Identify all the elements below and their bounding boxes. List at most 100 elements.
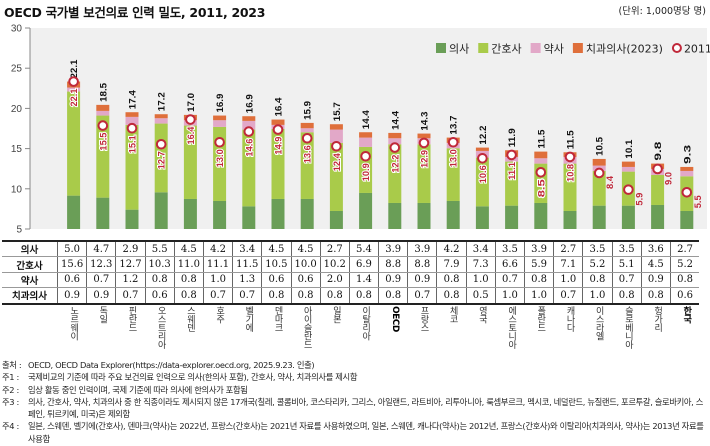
table-cell: 12.3 (86, 256, 116, 273)
table-cell: 0.7 (611, 272, 642, 289)
row-label: 약사 (2, 272, 58, 289)
total-label: 16.9 (244, 94, 255, 113)
physicians-segment (125, 209, 139, 229)
total-label: 10.5 (595, 136, 606, 156)
country-name: 슬로베니아 (622, 306, 633, 349)
physicians-segment (563, 210, 577, 229)
country-label: 스웨덴 (176, 306, 205, 332)
marker-2011 (97, 120, 109, 131)
legend-label-0: 의사 (449, 43, 469, 56)
table-cell: 5.5 (144, 240, 175, 258)
table-cell: 0.6 (669, 287, 700, 305)
table-cell: 5.1 (611, 256, 642, 273)
table-cell: 1.4 (348, 272, 379, 289)
label-2011: 13.6 (303, 145, 314, 163)
dentists-segment (388, 132, 402, 139)
marker-2011 (418, 137, 430, 149)
table-cell: 1.0 (465, 272, 496, 289)
pharmacists-segment (534, 158, 548, 164)
marker-2011 (593, 167, 605, 179)
legend-swatch (572, 43, 583, 53)
legend-label-2: 약사 (544, 42, 564, 56)
table-row: 의사 5.0 4.7 2.9 5.5 4.5 4.2 3.4 4.5 4.5 2.7 5.4 3.9 3.… (2, 240, 700, 258)
nurses-segment (563, 163, 577, 211)
nurses-segment (242, 129, 256, 207)
pharmacists-segment (154, 118, 168, 124)
nurses-segment (67, 91, 81, 196)
marker-2011 (68, 76, 79, 87)
nurses-segment (329, 142, 343, 211)
marker-2011 (331, 140, 342, 152)
label-2011: 13.0 (449, 149, 460, 167)
table-row: 간호사 15.6 12.3 12.7 10.3 11.0 11.1 11.5 10.5 10.0 1… (2, 256, 700, 273)
table-cell: 4.5 (640, 256, 671, 273)
table-cell: 0.8 (611, 287, 642, 305)
table-cell: 0.8 (348, 287, 379, 305)
y-tick-label: 15 (11, 144, 23, 155)
country-name: 스웨덴 (184, 306, 195, 332)
table-cell: 0.8 (436, 287, 467, 305)
label-2011: 12.4 (332, 153, 343, 172)
legend-swatch (436, 43, 446, 53)
table-cell: 15.6 (56, 256, 87, 273)
table-cell: 1.0 (523, 287, 554, 305)
total-label: 22.1 (69, 59, 80, 79)
label-2011: 12.9 (420, 150, 431, 168)
table-cell: 0.5 (465, 287, 496, 305)
total-label: 16.9 (215, 94, 226, 113)
table-cell: 2.7 (319, 240, 350, 258)
total-label: 17.2 (157, 92, 168, 111)
footnote-key: 주1 : (2, 372, 19, 383)
table-cell: 0.9 (407, 272, 437, 289)
total-label: 12.2 (478, 126, 489, 145)
footnote: 주1 : 국제비교의 기준에 따라 주요 보건의료 인력으로 의사(한의사 포함)… (2, 371, 710, 383)
table-cell: 11.1 (202, 256, 233, 273)
nurses-segment (592, 170, 606, 206)
table-cell: 5.0 (56, 240, 87, 258)
country-name: 에스토니아 (506, 306, 517, 349)
country-label: 한국 (672, 306, 701, 323)
footnote-key: 출처 : (2, 360, 22, 370)
table-cell: 6.6 (494, 256, 525, 273)
country-label: 일본 (322, 306, 351, 323)
legend-marker-2011 (671, 43, 682, 53)
dentists-segment (96, 104, 110, 111)
table-cell: 5.4 (348, 240, 379, 258)
table-cell: 0.6 (56, 272, 87, 289)
table-cell: 0.8 (319, 287, 350, 305)
dentists-segment (475, 147, 489, 151)
nurses-segment (183, 125, 197, 199)
row-label: 치과의사 (2, 287, 58, 305)
table-cell: 1.0 (494, 287, 525, 305)
country-name: 독일 (97, 306, 108, 323)
footnote: 주2 : 임상 활동 중인 인력이며, 국제 기준에 따라 의사에 한의사가 포함… (2, 384, 710, 396)
label-2011: 15.1 (128, 135, 139, 154)
nurses-segment (505, 161, 519, 206)
marker-2011 (360, 150, 371, 162)
label-2011: 10.9 (361, 163, 372, 181)
table-cell: 11.5 (232, 256, 262, 273)
label-2011: 15.5 (98, 132, 109, 151)
row-label: 간호사 (2, 256, 58, 273)
y-tick-label: 20 (11, 104, 23, 115)
physicians-segment (329, 210, 343, 229)
physicians-segment (621, 205, 635, 229)
table-cell: 0.8 (640, 287, 671, 305)
country-name: 이스라엘 (593, 306, 604, 340)
stacked-bar-chart: 5 10 15 20 25 30 22.1 22.1 18.5 15.5 17.4 15.1 17.2 1… (11, 24, 710, 236)
dentists-segment (621, 161, 635, 167)
table-cell: 6.9 (348, 256, 379, 273)
marker-2011 (564, 151, 576, 163)
nurses-segment (125, 124, 139, 210)
y-tick-label: 25 (11, 64, 23, 75)
total-label: 9.3 (682, 145, 693, 164)
country-name: 폴란드 (535, 306, 546, 332)
data-table: 의사 5.0 4.7 2.9 5.5 4.5 4.2 3.4 4.5 4.5 2.7 5.4 3.9 3.… (2, 240, 700, 305)
label-2011: 22.1 (69, 88, 80, 107)
label-2011: 5.9 (634, 193, 645, 206)
nurses-segment (300, 132, 314, 199)
table-cell: 0.7 (407, 287, 437, 305)
table-cell: 3.5 (494, 240, 525, 258)
table-cell: 0.7 (202, 287, 233, 305)
